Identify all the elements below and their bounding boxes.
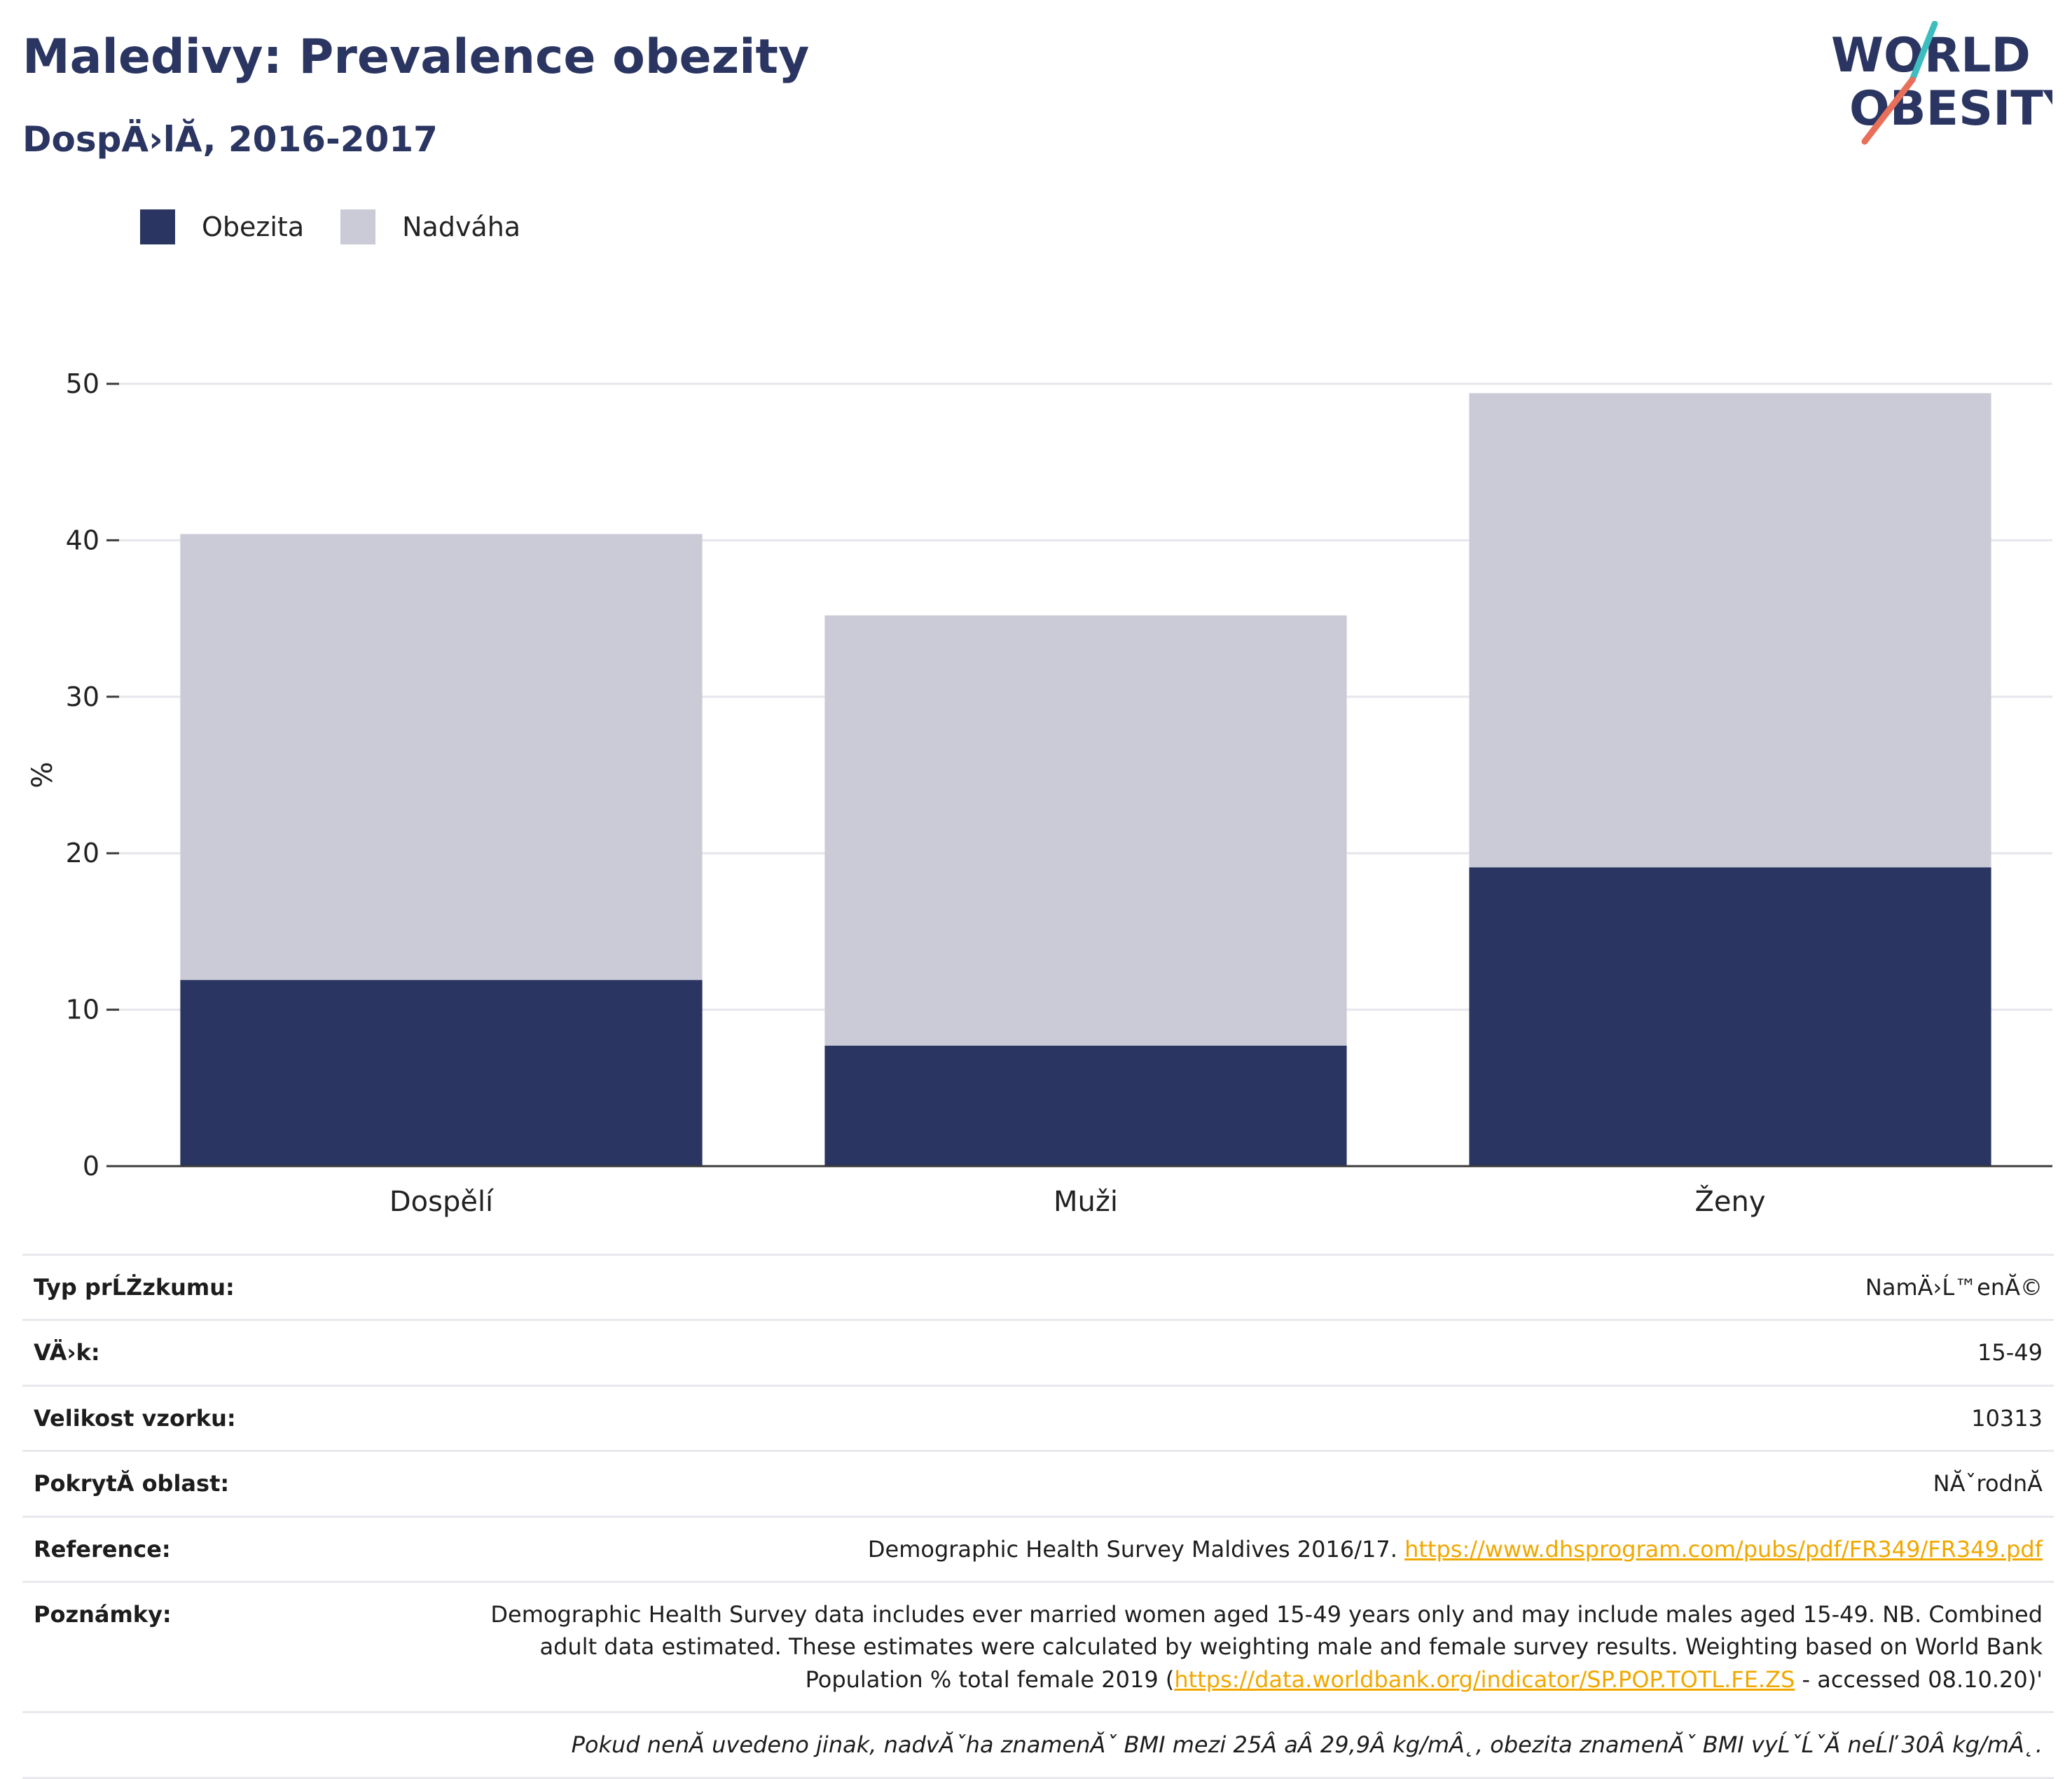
notes-link[interactable]: https://data.worldbank.org/indicator/SP.…: [1174, 1666, 1795, 1693]
meta-key: Poznámky:: [22, 1580, 479, 1712]
y-tick-label: 40: [66, 525, 99, 555]
logo-text-obesity: OBESITY: [1849, 81, 2052, 137]
y-tick-label: 10: [66, 995, 99, 1025]
meta-value: Demographic Health Survey data includes …: [479, 1580, 2054, 1712]
meta-row-survey-type: Typ prĹŻzkumu: NamÄ›Ĺ™enĂ©: [22, 1253, 2054, 1320]
reference-link[interactable]: https://www.dhsprogram.com/pubs/pdf/FR34…: [1404, 1535, 2043, 1563]
bar-obezita: [1469, 867, 1991, 1166]
meta-row-notes: Poznámky: Demographic Health Survey data…: [22, 1580, 2054, 1712]
legend-label-obezita: Obezita: [202, 212, 305, 242]
meta-row-reference: Reference: Demographic Health Survey Mal…: [22, 1515, 2054, 1582]
logo-slash-teal: [1909, 21, 1938, 83]
bar-nadvaha: [180, 534, 703, 981]
meta-key: Reference:: [22, 1515, 479, 1582]
meta-key: Typ prĹŻzkumu:: [22, 1253, 479, 1320]
legend-label-nadvaha: Nadváha: [402, 212, 521, 242]
legend-swatch-obezita: [140, 209, 175, 244]
meta-value: NĂˇrodnĂ: [479, 1450, 2054, 1517]
x-tick-label: Dospělí: [389, 1186, 495, 1218]
bar-nadvaha: [1469, 393, 1991, 868]
page-subtitle: DospÄ›lĂ, 2016-2017: [22, 119, 438, 160]
footnote: Pokud nenĂ uvedeno jinak, nadvĂˇha zname…: [479, 1711, 2054, 1779]
meta-key: PokrytĂ­ oblast:: [22, 1450, 479, 1517]
notes-text-after: - accessed 08.10.20)': [1795, 1666, 2043, 1693]
meta-value: NamÄ›Ĺ™enĂ©: [479, 1253, 2054, 1320]
meta-key-empty: [22, 1711, 479, 1779]
legend-item-obezita: Obezita: [140, 209, 304, 244]
meta-row-sample-size: Velikost vzorku: 10313: [22, 1384, 2054, 1451]
world-obesity-logo: WORLD OBESITY: [1831, 21, 2052, 145]
legend-swatch-nadvaha: [340, 209, 376, 244]
legend-item-nadvaha: Nadváha: [340, 209, 520, 244]
page-title: Maledivy: Prevalence obezity: [22, 29, 810, 85]
meta-value: 15-49: [479, 1319, 2054, 1386]
meta-value: 10313: [479, 1384, 2054, 1451]
y-tick-label: 30: [66, 681, 99, 712]
bar-chart: 0 10 20 30 40 50% Dospělí Muži Ženy: [27, 368, 2052, 1218]
chart-legend: Obezita Nadváha: [140, 209, 557, 245]
x-tick-label: Muži: [1054, 1186, 1118, 1218]
y-tick-label: 20: [66, 838, 99, 868]
y-tick-label: 0: [83, 1151, 99, 1182]
bar-obezita: [824, 1045, 1347, 1166]
bar-nadvaha: [824, 615, 1347, 1046]
logo-slash-coral: [1861, 76, 1916, 145]
meta-key: Velikost vzorku:: [22, 1384, 479, 1451]
bar-obezita: [180, 980, 703, 1166]
meta-value: Demographic Health Survey Maldives 2016/…: [479, 1515, 2054, 1582]
y-tick-label: 50: [66, 368, 99, 399]
meta-key: VÄ›k:: [22, 1319, 479, 1386]
notes-text-before: Demographic Health Survey data includes …: [490, 1600, 2043, 1693]
meta-row-coverage: PokrytĂ­ oblast: NĂˇrodnĂ: [22, 1450, 2054, 1517]
meta-row-footnote: Pokud nenĂ uvedeno jinak, nadvĂˇha zname…: [22, 1711, 2054, 1779]
y-axis-label: %: [27, 761, 59, 788]
metadata-table: Typ prĹŻzkumu: NamÄ›Ĺ™enĂ© VÄ›k: 15-49 V…: [22, 1253, 2054, 1779]
meta-row-age: VÄ›k: 15-49: [22, 1319, 2054, 1386]
x-tick-label: Ženy: [1694, 1184, 1765, 1218]
reference-text: Demographic Health Survey Maldives 2016/…: [867, 1535, 1405, 1563]
